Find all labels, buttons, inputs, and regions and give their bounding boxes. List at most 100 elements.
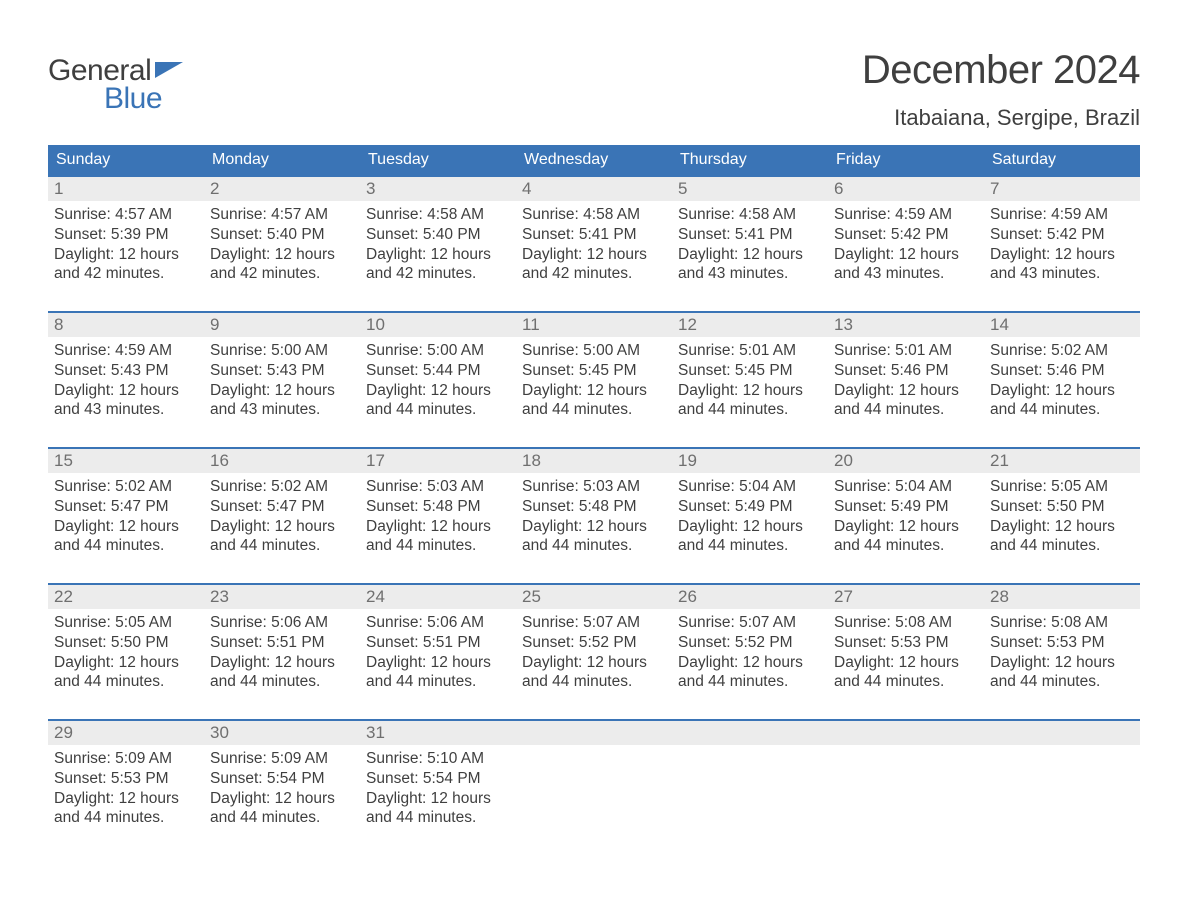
daylight-line-1: Daylight: 12 hours [990, 245, 1134, 265]
sunrise-line: Sunrise: 5:06 AM [210, 613, 354, 633]
day-number: 3 [360, 177, 516, 201]
sunset-line: Sunset: 5:40 PM [210, 225, 354, 245]
daylight-line-1: Daylight: 12 hours [990, 381, 1134, 401]
daylight-line-2: and 44 minutes. [990, 400, 1134, 420]
sunrise-line: Sunrise: 5:07 AM [678, 613, 822, 633]
daylight-line-1: Daylight: 12 hours [366, 789, 510, 809]
day-cell: Sunrise: 5:07 AMSunset: 5:52 PMDaylight:… [672, 609, 828, 701]
daylight-line-1: Daylight: 12 hours [366, 517, 510, 537]
sunrise-line: Sunrise: 5:04 AM [678, 477, 822, 497]
day-number: 10 [360, 313, 516, 337]
daylight-line-2: and 44 minutes. [366, 672, 510, 692]
sunrise-line: Sunrise: 4:58 AM [522, 205, 666, 225]
day-number: 22 [48, 585, 204, 609]
daylight-line-1: Daylight: 12 hours [210, 245, 354, 265]
day-cell: Sunrise: 4:58 AMSunset: 5:41 PMDaylight:… [516, 201, 672, 293]
day-number [516, 721, 672, 745]
sunset-line: Sunset: 5:53 PM [834, 633, 978, 653]
daylight-line-2: and 43 minutes. [678, 264, 822, 284]
day-number: 18 [516, 449, 672, 473]
daylight-line-1: Daylight: 12 hours [210, 381, 354, 401]
dow-header-row: Sunday Monday Tuesday Wednesday Thursday… [48, 145, 1140, 175]
day-number: 30 [204, 721, 360, 745]
day-number-row: 1234567 [48, 177, 1140, 201]
daylight-line-1: Daylight: 12 hours [678, 245, 822, 265]
sunrise-line: Sunrise: 5:00 AM [522, 341, 666, 361]
day-number: 13 [828, 313, 984, 337]
daylight-line-1: Daylight: 12 hours [990, 653, 1134, 673]
day-cell: Sunrise: 5:00 AMSunset: 5:43 PMDaylight:… [204, 337, 360, 429]
day-cell: Sunrise: 5:08 AMSunset: 5:53 PMDaylight:… [984, 609, 1140, 701]
sunrise-line: Sunrise: 5:09 AM [210, 749, 354, 769]
sunrise-line: Sunrise: 5:10 AM [366, 749, 510, 769]
sunrise-line: Sunrise: 5:07 AM [522, 613, 666, 633]
flag-icon [155, 60, 185, 80]
day-cell: Sunrise: 4:58 AMSunset: 5:40 PMDaylight:… [360, 201, 516, 293]
day-number: 4 [516, 177, 672, 201]
sunset-line: Sunset: 5:45 PM [678, 361, 822, 381]
sunset-line: Sunset: 5:53 PM [54, 769, 198, 789]
sunset-line: Sunset: 5:39 PM [54, 225, 198, 245]
day-number: 28 [984, 585, 1140, 609]
calendar-page: General Blue December 2024 Itabaiana, Se… [0, 0, 1188, 877]
sunset-line: Sunset: 5:49 PM [834, 497, 978, 517]
day-number: 5 [672, 177, 828, 201]
sunset-line: Sunset: 5:54 PM [366, 769, 510, 789]
daylight-line-1: Daylight: 12 hours [678, 653, 822, 673]
daylight-line-1: Daylight: 12 hours [54, 789, 198, 809]
sunrise-line: Sunrise: 5:02 AM [54, 477, 198, 497]
sunset-line: Sunset: 5:45 PM [522, 361, 666, 381]
dow-sunday: Sunday [48, 145, 204, 175]
daylight-line-1: Daylight: 12 hours [834, 517, 978, 537]
day-cell: Sunrise: 4:58 AMSunset: 5:41 PMDaylight:… [672, 201, 828, 293]
sunrise-line: Sunrise: 5:00 AM [210, 341, 354, 361]
sunrise-line: Sunrise: 4:57 AM [210, 205, 354, 225]
day-cell [984, 745, 1140, 837]
day-cell: Sunrise: 4:59 AMSunset: 5:43 PMDaylight:… [48, 337, 204, 429]
daylight-line-1: Daylight: 12 hours [678, 517, 822, 537]
daylight-line-2: and 44 minutes. [678, 536, 822, 556]
day-number: 9 [204, 313, 360, 337]
day-number: 14 [984, 313, 1140, 337]
sunrise-line: Sunrise: 5:03 AM [366, 477, 510, 497]
sunrise-line: Sunrise: 5:05 AM [990, 477, 1134, 497]
day-number: 31 [360, 721, 516, 745]
week-row: 1234567Sunrise: 4:57 AMSunset: 5:39 PMDa… [48, 175, 1140, 293]
day-number-row: 891011121314 [48, 313, 1140, 337]
daylight-line-2: and 44 minutes. [366, 808, 510, 828]
day-number: 25 [516, 585, 672, 609]
day-number: 29 [48, 721, 204, 745]
daylight-line-1: Daylight: 12 hours [366, 381, 510, 401]
day-number: 8 [48, 313, 204, 337]
daylight-line-1: Daylight: 12 hours [834, 381, 978, 401]
day-number [828, 721, 984, 745]
daylight-line-2: and 44 minutes. [54, 672, 198, 692]
day-number [672, 721, 828, 745]
daylight-line-2: and 44 minutes. [54, 808, 198, 828]
sunrise-line: Sunrise: 5:05 AM [54, 613, 198, 633]
day-number: 15 [48, 449, 204, 473]
sunset-line: Sunset: 5:51 PM [210, 633, 354, 653]
day-cell: Sunrise: 5:09 AMSunset: 5:53 PMDaylight:… [48, 745, 204, 837]
month-title: December 2024 [862, 48, 1140, 93]
daylight-line-1: Daylight: 12 hours [522, 517, 666, 537]
daylight-line-2: and 43 minutes. [834, 264, 978, 284]
daylight-line-2: and 42 minutes. [210, 264, 354, 284]
day-number: 2 [204, 177, 360, 201]
sunset-line: Sunset: 5:48 PM [366, 497, 510, 517]
daylight-line-2: and 44 minutes. [366, 536, 510, 556]
daylight-line-2: and 43 minutes. [990, 264, 1134, 284]
day-cell: Sunrise: 5:00 AMSunset: 5:45 PMDaylight:… [516, 337, 672, 429]
day-cell: Sunrise: 4:57 AMSunset: 5:39 PMDaylight:… [48, 201, 204, 293]
week-row: 293031Sunrise: 5:09 AMSunset: 5:53 PMDay… [48, 719, 1140, 837]
weeks-container: 1234567Sunrise: 4:57 AMSunset: 5:39 PMDa… [48, 175, 1140, 837]
day-number: 16 [204, 449, 360, 473]
day-number [984, 721, 1140, 745]
daylight-line-2: and 44 minutes. [990, 672, 1134, 692]
sunset-line: Sunset: 5:41 PM [522, 225, 666, 245]
sunset-line: Sunset: 5:47 PM [54, 497, 198, 517]
day-number-row: 22232425262728 [48, 585, 1140, 609]
day-number: 6 [828, 177, 984, 201]
sunrise-line: Sunrise: 5:01 AM [834, 341, 978, 361]
sunrise-line: Sunrise: 4:59 AM [54, 341, 198, 361]
